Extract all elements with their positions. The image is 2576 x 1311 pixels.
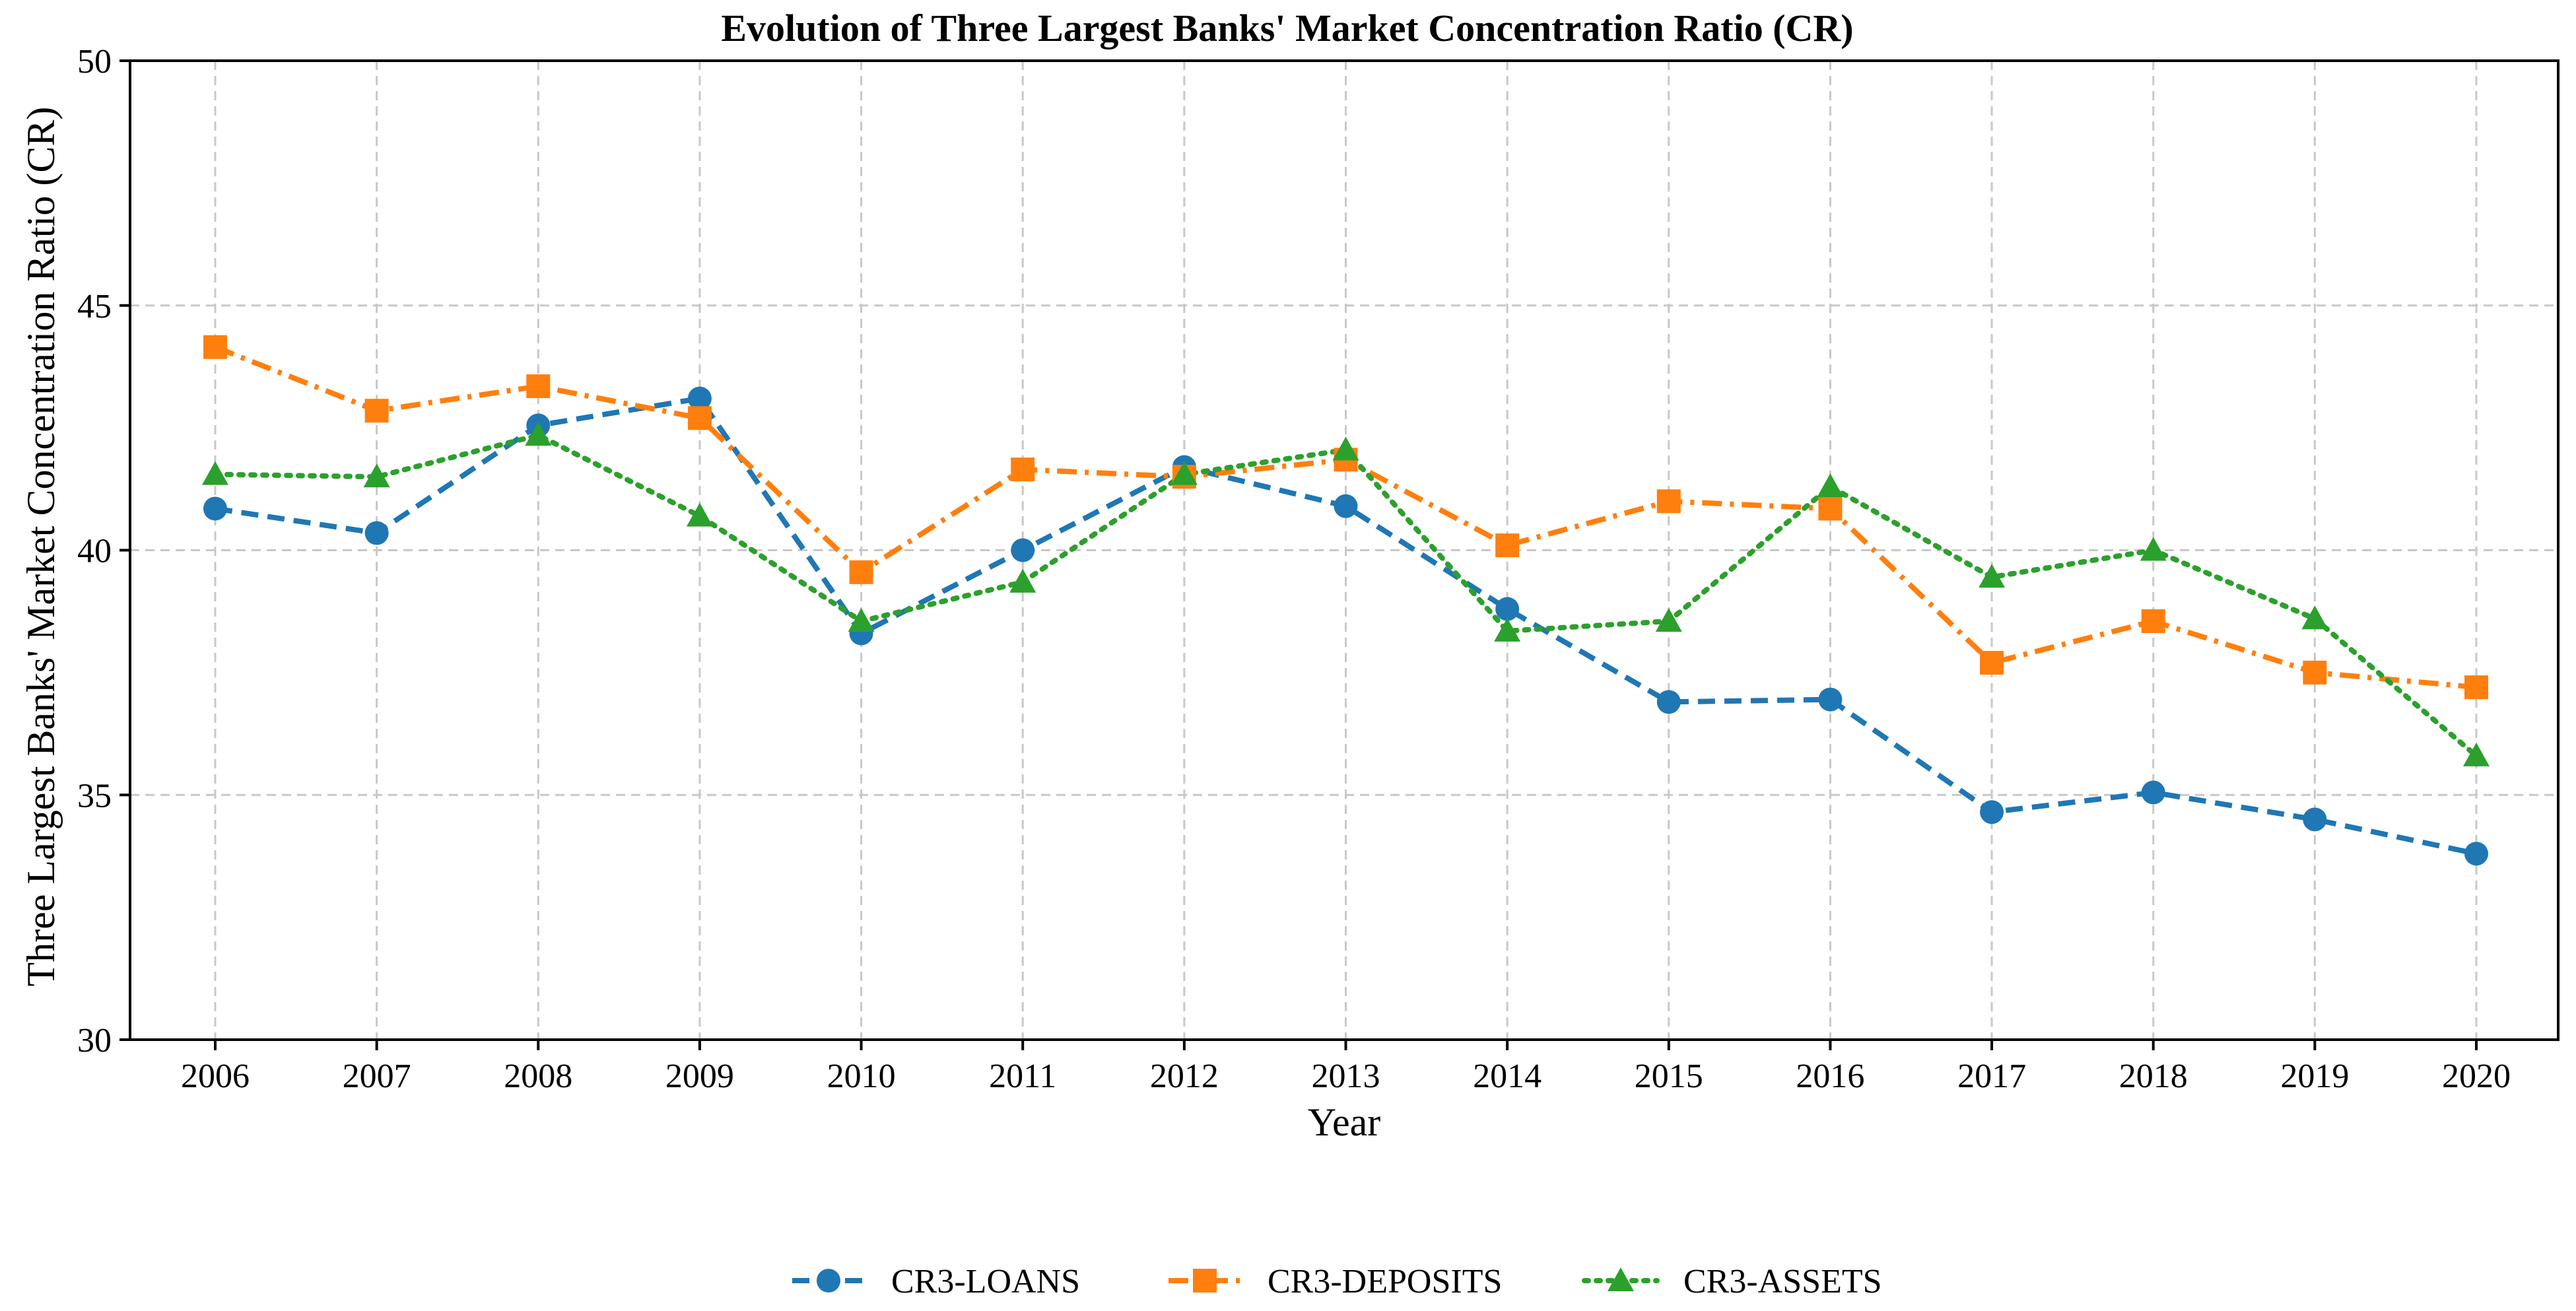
x-tick-label: 2011: [989, 1058, 1056, 1095]
cr3-loans-point: [687, 386, 712, 411]
cr3-assets-point: [1332, 436, 1359, 461]
legend-cr3-loans-marker: [817, 1269, 840, 1293]
cr3-assets-point: [1170, 461, 1198, 485]
cr3-assets-point: [1817, 473, 1844, 498]
cr3-loans-point: [2303, 807, 2327, 832]
x-tick-label: 2006: [181, 1058, 250, 1095]
x-tick-label: 2016: [1796, 1058, 1864, 1095]
cr3-assets-point: [1655, 608, 1682, 632]
legend-cr3-deposits-marker: [1193, 1269, 1217, 1293]
cr3-loans-point: [1011, 538, 1035, 562]
cr3-deposits-point: [1818, 496, 1843, 521]
cr3-assets-point: [202, 461, 228, 485]
cr3-deposits-point: [849, 560, 873, 584]
cr3-deposits-point: [2464, 675, 2488, 700]
legend: CR3-LOANS CR3-DEPOSITS CR3-ASSETS: [792, 1263, 1882, 1300]
cr3-deposits-point: [526, 374, 551, 399]
cr3-deposits-point: [687, 406, 712, 430]
x-tick-label: 2009: [665, 1058, 734, 1095]
cr3-deposits-point: [203, 335, 227, 359]
cr3-assets-point: [1979, 564, 2006, 588]
x-axis-label: Year: [1308, 1100, 1381, 1144]
cr3-assets-point: [2463, 742, 2490, 766]
x-tick-label: 2020: [2442, 1058, 2511, 1095]
cr3-loans-point: [2141, 780, 2165, 805]
cr3-loans-point: [1980, 800, 2004, 824]
chart-title: Evolution of Three Largest Banks' Market…: [721, 7, 1853, 50]
x-tick-label: 2010: [827, 1058, 896, 1095]
cr3-loans-point: [1334, 494, 1358, 518]
legend-cr3-deposits-label: CR3-DEPOSITS: [1268, 1263, 1502, 1300]
legend-cr3-assets-marker: [1608, 1267, 1634, 1291]
y-axis-label: Three Largest Banks' Market Concentratio…: [19, 107, 63, 987]
cr3-loans-point: [1495, 597, 1520, 621]
x-tick-label: 2014: [1473, 1058, 1542, 1095]
grid: [130, 61, 2558, 1040]
y-tick-label: 35: [77, 777, 112, 815]
cr3-deposits-point: [2303, 660, 2327, 685]
cr3-assets-point: [2301, 605, 2328, 630]
cr3-deposits-point: [1495, 533, 1520, 558]
x-tick-label: 2007: [343, 1058, 411, 1095]
cr3-deposits-point: [2141, 609, 2165, 634]
cr3-assets-point: [1494, 617, 1521, 642]
x-tick-label: 2012: [1150, 1058, 1219, 1095]
plot-area: [129, 59, 2559, 1041]
x-tick-label: 2018: [2119, 1058, 2188, 1095]
x-tick-label: 2019: [2280, 1058, 2349, 1095]
cr3-deposits-point: [364, 399, 389, 423]
cr3-assets-point: [2140, 537, 2167, 561]
cr3-loans-point: [364, 521, 389, 545]
y-tick-label: 30: [77, 1022, 112, 1059]
cr3-deposits-point: [1656, 489, 1681, 514]
cr3-loans-point: [203, 496, 227, 521]
cr3-assets-point: [525, 422, 552, 446]
legend-cr3-assets-label: CR3-ASSETS: [1683, 1263, 1882, 1300]
y-tick-label: 50: [77, 43, 112, 81]
cr3-assets-point: [1009, 568, 1036, 593]
cr3-deposits-point: [1011, 457, 1035, 482]
x-tick-label: 2015: [1635, 1058, 1703, 1095]
cr3-assets-point: [848, 608, 875, 632]
cr3-loans-point: [1656, 690, 1681, 714]
cr3-assets-point: [686, 502, 713, 527]
cr3-assets-point: [363, 463, 390, 488]
y-tick-label: 45: [77, 288, 112, 325]
y-axis: 30 35 40 45 50: [77, 43, 130, 1059]
cr3-loans-point: [1818, 687, 1843, 712]
x-tick-label: 2017: [1957, 1058, 2026, 1095]
legend-cr3-loans-label: CR3-LOANS: [891, 1263, 1080, 1300]
x-tick-label: 2008: [504, 1058, 572, 1095]
cr3-deposits-point: [1980, 651, 2004, 675]
series-markers: [202, 335, 2490, 866]
cr3-loans-point: [2464, 842, 2488, 866]
x-tick-label: 2013: [1312, 1058, 1380, 1095]
x-axis: 2006 2007 2008 2009 2010 2011 2012 2013 2014 2015…: [181, 1040, 2511, 1095]
y-tick-label: 40: [77, 533, 112, 570]
